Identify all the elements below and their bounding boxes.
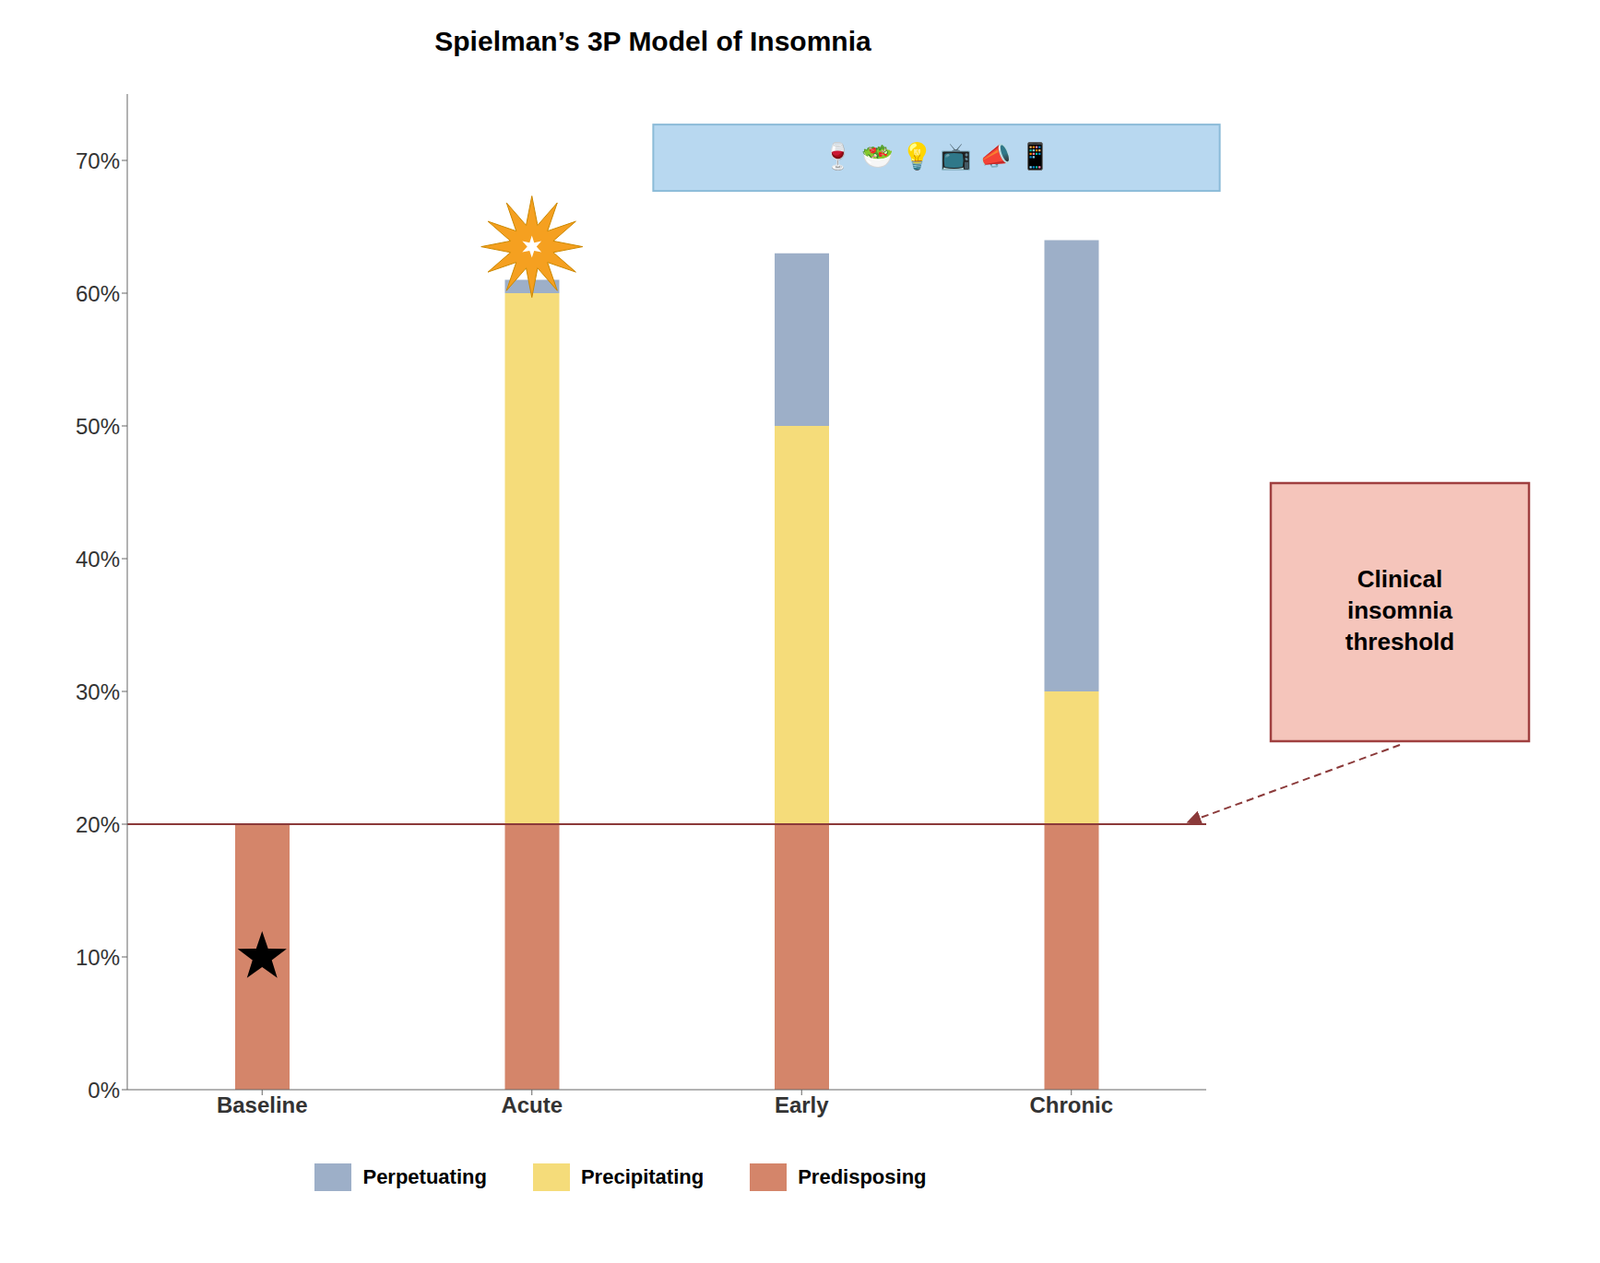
svg-text:0%: 0% bbox=[87, 1078, 120, 1103]
html-text:Predisposing: Predisposing bbox=[797, 1165, 927, 1189]
html-text:Perpetuating: Perpetuating bbox=[362, 1165, 487, 1189]
svg-text:40%: 40% bbox=[75, 546, 120, 572]
svg-text:50%: 50% bbox=[75, 414, 120, 439]
svg-text:🍷 🥗 💡 📺 📣 📱: 🍷 🥗 💡 📺 📣 📱 bbox=[821, 141, 1052, 172]
svg-text:Early: Early bbox=[774, 1092, 830, 1118]
svg-text:Acute: Acute bbox=[500, 1092, 563, 1118]
html-text:Spielman’s 3P Model of Insomni: Spielman’s 3P Model of Insomnia bbox=[434, 25, 872, 57]
svg-text:30%: 30% bbox=[75, 679, 120, 705]
svg-text:60%: 60% bbox=[75, 281, 120, 307]
svg-text:10%: 10% bbox=[75, 945, 120, 971]
svg-text:Chronic: Chronic bbox=[1029, 1092, 1114, 1118]
svg-text:20%: 20% bbox=[75, 812, 120, 838]
svg-text:Baseline: Baseline bbox=[216, 1092, 309, 1118]
html-text:Precipitating: Precipitating bbox=[580, 1165, 704, 1189]
svg-text:Clinicalinsomniathreshold: Clinicalinsomniathreshold bbox=[1345, 565, 1455, 656]
svg-text:70%: 70% bbox=[75, 148, 120, 174]
